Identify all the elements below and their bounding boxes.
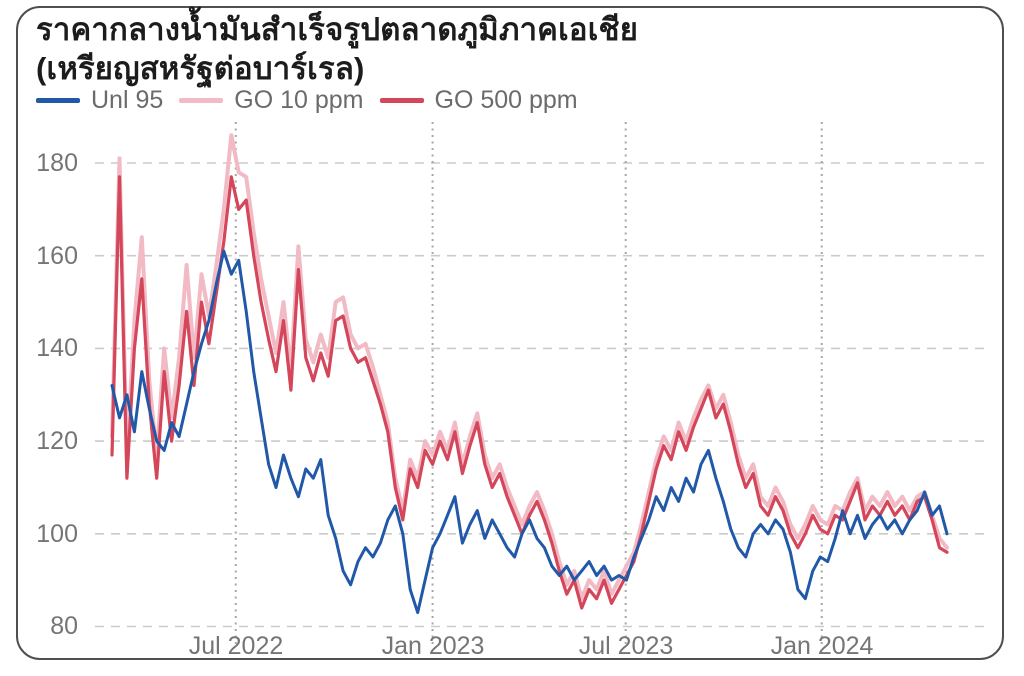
legend-item-unl95: Unl 95 [36,86,163,115]
y-tick-140: 140 [36,334,78,362]
legend: Unl 95 GO 10 ppm GO 500 ppm [36,86,578,115]
legend-item-go500ppm: GO 500 ppm [379,86,578,115]
legend-label-go10ppm: GO 10 ppm [234,86,364,114]
y-tick-160: 160 [36,242,78,270]
go10ppm-line-swatch [179,98,224,103]
legend-item-go10ppm: GO 10 ppm [179,86,364,115]
x-tick-jul-2023: Jul 2023 [578,632,674,660]
x-tick-jan-2023: Jan 2023 [381,632,485,660]
legend-label-go500ppm: GO 500 ppm [434,86,578,114]
legend-label-unl95: Unl 95 [91,86,164,114]
y-tick-80: 80 [50,612,78,640]
y-tick-100: 100 [36,520,78,548]
title-block: ราคากลางน้ำมันสำเร็จรูปตลาดภูมิภาคเอเชีย… [36,10,638,88]
y-tick-180: 180 [36,149,78,177]
go500ppm-line-swatch [379,98,424,103]
y-tick-120: 120 [36,427,78,455]
chart-title: ราคากลางน้ำมันสำเร็จรูปตลาดภูมิภาคเอเชีย [36,12,639,47]
chart-subtitle: (เหรียญสหรัฐต่อบาร์เรล) [36,51,365,86]
unl95-line-swatch [36,98,80,103]
x-tick-jan-2024: Jan 2024 [770,632,874,660]
x-tick-jul-2022: Jul 2022 [188,632,284,660]
